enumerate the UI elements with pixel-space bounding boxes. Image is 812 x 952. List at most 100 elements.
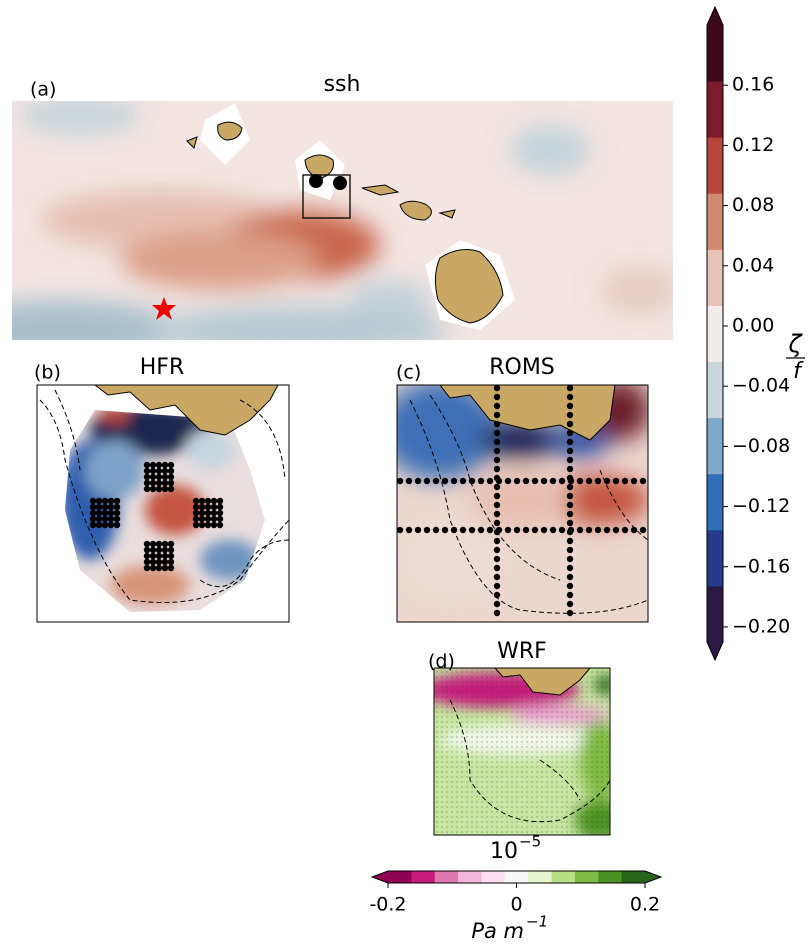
hfr-dot	[150, 468, 156, 474]
hfr-dot	[168, 559, 174, 565]
hfr-dot	[90, 516, 96, 522]
roms-dot	[442, 527, 448, 533]
hfr-dot	[193, 504, 199, 510]
hfr-dot	[162, 559, 168, 565]
hfr-dot	[168, 541, 174, 547]
hfr-dot	[211, 516, 217, 522]
hfr-dot	[102, 522, 108, 528]
hfr-dot	[162, 474, 168, 480]
roms-dot	[494, 601, 500, 607]
hfr-dot	[199, 516, 205, 522]
roms-dot	[567, 484, 573, 490]
roms-dot	[567, 547, 573, 553]
roms-dot	[494, 484, 500, 490]
hfr-dot	[211, 522, 217, 528]
roms-dot	[460, 478, 466, 484]
hfr-dot	[156, 468, 162, 474]
roms-dot	[567, 502, 573, 508]
hfr-dot	[90, 522, 96, 528]
roms-dot	[494, 529, 500, 535]
roms-dot	[567, 520, 573, 526]
roms-dot	[487, 478, 493, 484]
roms-dot	[494, 448, 500, 454]
hfr-dot	[156, 565, 162, 571]
roms-dot	[541, 478, 547, 484]
colorbar-tick-label: −0.12	[732, 495, 790, 517]
colorbar-segment	[707, 474, 723, 531]
hfr-dot	[156, 462, 162, 468]
colorbar-segment	[388, 871, 412, 883]
roms-dot	[567, 403, 573, 409]
colorbar-tick-label: -0.2	[369, 894, 406, 916]
roms-dot	[494, 583, 500, 589]
hfr-dot	[193, 516, 199, 522]
hfr-dot	[150, 541, 156, 547]
roms-dot	[622, 478, 628, 484]
hfr-dot	[144, 480, 150, 486]
colorbar-segment	[707, 25, 723, 82]
roms-dot	[523, 478, 529, 484]
hfr-dot	[144, 565, 150, 571]
colorbar-tick-label: 0.04	[732, 254, 774, 276]
roms-dot	[397, 478, 403, 484]
hfr-dot	[150, 565, 156, 571]
hfr-dot	[168, 480, 174, 486]
hfr-dot	[144, 553, 150, 559]
hfr-dot	[150, 462, 156, 468]
roms-dot	[494, 565, 500, 571]
hfr-dot	[96, 504, 102, 510]
colorbar-segment	[575, 871, 599, 883]
roms-dot	[567, 394, 573, 400]
hfr-dot	[168, 468, 174, 474]
colorbar-segment	[707, 249, 723, 306]
hfr-dot	[102, 510, 108, 516]
hfr-dot	[108, 510, 114, 516]
roms-dot	[514, 527, 520, 533]
hfr-dot	[168, 474, 174, 480]
colorbar-segment	[458, 871, 482, 883]
colorbar-segment	[598, 871, 622, 883]
roms-dot	[622, 527, 628, 533]
roms-dot	[586, 478, 592, 484]
hfr-dot	[156, 553, 162, 559]
colorbar-segment	[707, 81, 723, 138]
hfr-dot	[150, 474, 156, 480]
hfr-dot	[90, 498, 96, 504]
hfr-dot	[199, 498, 205, 504]
colorbar-extend	[707, 642, 723, 660]
hfr-dot	[150, 547, 156, 553]
roms-dot	[567, 565, 573, 571]
roms-dot	[494, 511, 500, 517]
colorbar-multiplier-exponent: −5	[519, 833, 541, 851]
hfr-dot	[193, 498, 199, 504]
roms-dot	[567, 457, 573, 463]
roms-dot	[424, 478, 430, 484]
hfr-dot	[150, 486, 156, 492]
roms-dot	[577, 478, 583, 484]
roms-dot	[613, 527, 619, 533]
hfr-dot	[162, 541, 168, 547]
hfr-dot	[114, 504, 120, 510]
roms-dot	[567, 529, 573, 535]
roms-dot	[567, 421, 573, 427]
roms-dot	[415, 527, 421, 533]
roms-dot	[494, 556, 500, 562]
roms-dot	[586, 527, 592, 533]
hfr-dot	[144, 486, 150, 492]
roms-dot	[494, 385, 500, 391]
colorbar-segment	[481, 871, 505, 883]
roms-dot	[406, 478, 412, 484]
hfr-dot	[168, 553, 174, 559]
colorbar-segment	[435, 871, 459, 883]
roms-dot	[567, 583, 573, 589]
hfr-dot	[217, 510, 223, 516]
roms-dot	[567, 511, 573, 517]
colorbar-segment	[411, 871, 435, 883]
roms-dot	[494, 439, 500, 445]
hfr-dot	[162, 565, 168, 571]
roms-dot	[494, 403, 500, 409]
roms-dot	[494, 493, 500, 499]
panel-title: ssh	[324, 72, 361, 97]
roms-dot	[567, 439, 573, 445]
colorbar-segment	[707, 137, 723, 194]
